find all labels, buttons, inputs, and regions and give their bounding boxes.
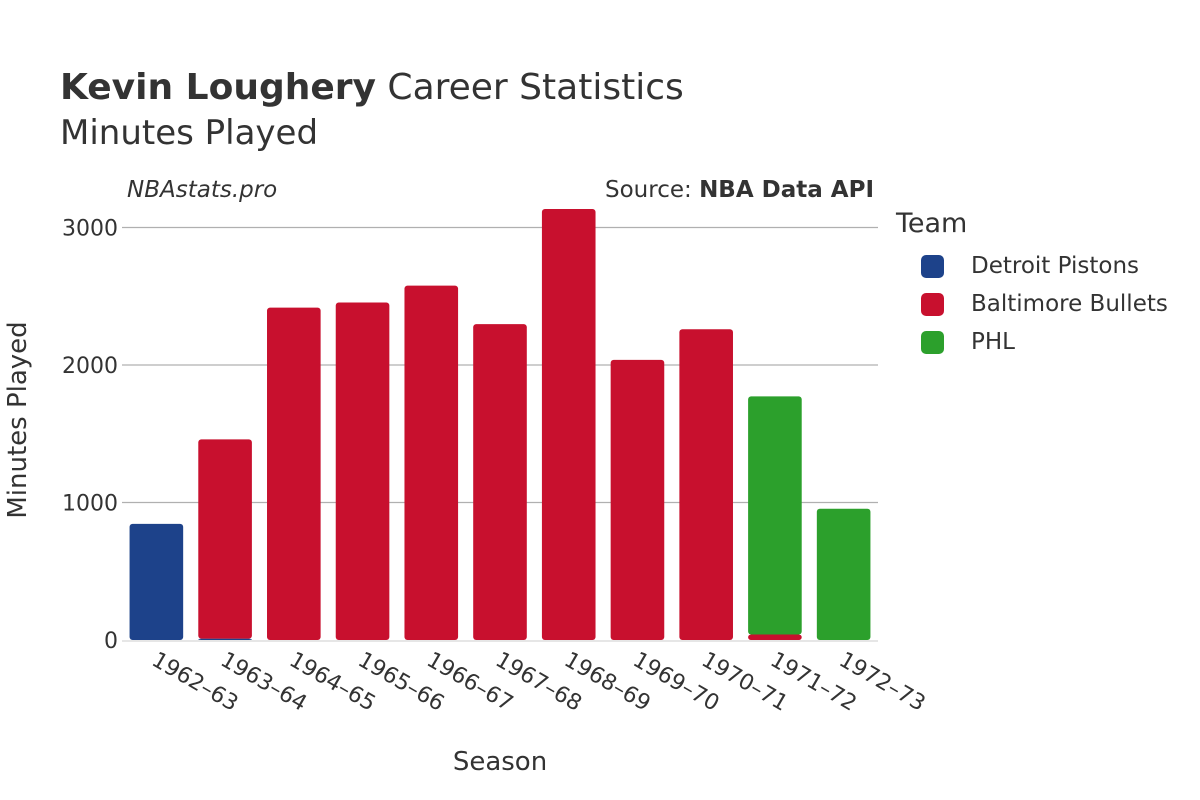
y-axis-title: Minutes Played [3, 321, 33, 518]
legend-label: Detroit Pistons [971, 253, 1140, 279]
y-tick-label: 3000 [62, 217, 118, 242]
x-axis-title: Season [453, 747, 547, 777]
site-credit: NBAstats.pro [127, 177, 278, 203]
y-tick-label: 2000 [62, 354, 118, 379]
legend-title: Team [896, 208, 968, 239]
bar-detroit-pistons-1963–64 [198, 638, 252, 640]
bar-phl-1972–73 [816, 508, 871, 640]
bar-baltimore-bullets-1964–65 [267, 307, 321, 640]
legend-label: PHL [971, 329, 1015, 355]
bar-baltimore-bullets-1963–64 [198, 439, 252, 639]
source-prefix: Source: [605, 177, 700, 203]
chart-title: Kevin Loughery Career Statistics [60, 66, 684, 110]
bar-baltimore-bullets-1969–70 [610, 359, 665, 640]
legend-swatch-detroit-pistons [921, 254, 944, 278]
bar-baltimore-bullets-1966–67 [404, 285, 459, 640]
y-tick-label: 1000 [62, 492, 118, 517]
bar-baltimore-bullets-1971–72 [748, 634, 802, 640]
chart-subtitle: Minutes Played [60, 113, 319, 153]
legend-item-baltimore-bullets[interactable]: Baltimore Bullets [896, 285, 1168, 323]
bar-detroit-pistons-1962–63 [129, 523, 184, 640]
legend: Team Detroit Pistons Baltimore Bullets P… [896, 208, 1168, 361]
legend-swatch-baltimore-bullets [921, 292, 944, 316]
chart-title-rest: Career Statistics [375, 67, 684, 108]
legend-swatch-phl [921, 330, 944, 354]
bar-phl-1971–72 [748, 396, 802, 635]
chart-title-player: Kevin Loughery [60, 67, 376, 108]
bar-baltimore-bullets-1965–66 [335, 302, 390, 640]
source-name: NBA Data API [699, 177, 874, 203]
source-credit: Source: NBA Data API [605, 177, 874, 203]
legend-item-phl[interactable]: PHL [896, 323, 1168, 361]
y-tick-label: 0 [104, 629, 118, 654]
bar-baltimore-bullets-1967–68 [473, 324, 527, 640]
bar-baltimore-bullets-1970–71 [679, 329, 733, 640]
legend-item-detroit-pistons[interactable]: Detroit Pistons [896, 247, 1168, 285]
bar-baltimore-bullets-1968–69 [541, 208, 596, 640]
legend-label: Baltimore Bullets [971, 291, 1168, 317]
